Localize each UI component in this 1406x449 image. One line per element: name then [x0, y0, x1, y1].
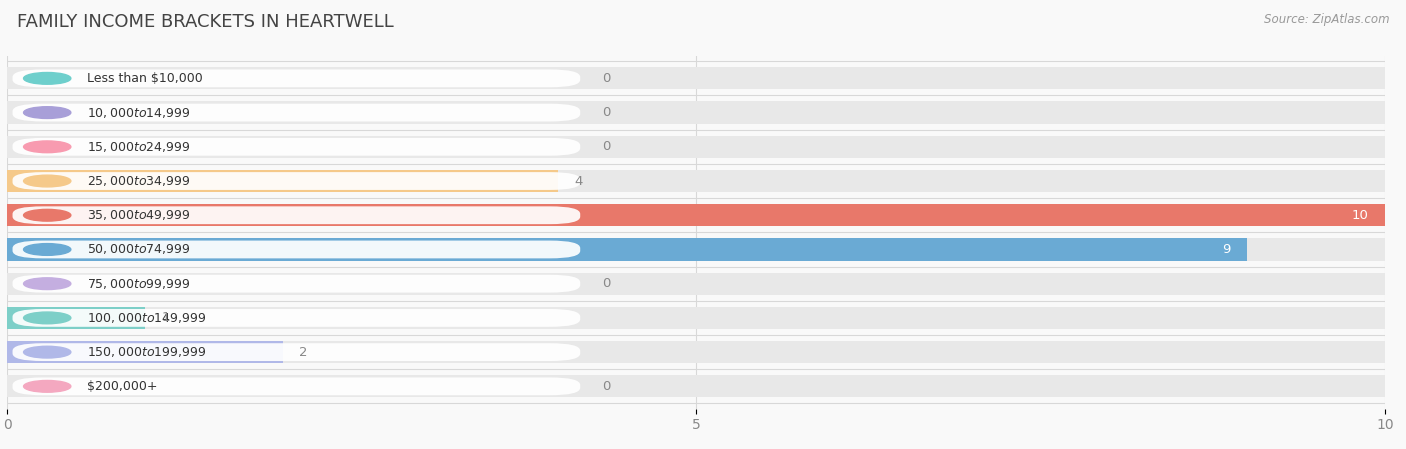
Bar [7, 170, 1385, 192]
Text: FAMILY INCOME BRACKETS IN HEARTWELL: FAMILY INCOME BRACKETS IN HEARTWELL [17, 13, 394, 31]
Text: 10: 10 [1351, 209, 1368, 222]
Circle shape [24, 278, 70, 290]
Circle shape [24, 72, 70, 84]
Circle shape [24, 346, 70, 358]
Text: 1: 1 [162, 312, 170, 325]
Circle shape [24, 380, 70, 392]
Text: $150,000 to $199,999: $150,000 to $199,999 [87, 345, 207, 359]
Text: 0: 0 [602, 106, 610, 119]
Text: 0: 0 [602, 140, 610, 153]
FancyBboxPatch shape [13, 275, 581, 293]
Text: $200,000+: $200,000+ [87, 380, 157, 393]
FancyBboxPatch shape [13, 241, 581, 258]
Text: 0: 0 [602, 277, 610, 290]
Text: $50,000 to $74,999: $50,000 to $74,999 [87, 242, 191, 256]
Bar [7, 204, 1385, 226]
Circle shape [24, 175, 70, 187]
Circle shape [24, 141, 70, 153]
Text: $100,000 to $149,999: $100,000 to $149,999 [87, 311, 207, 325]
Text: 4: 4 [575, 175, 583, 188]
Bar [7, 307, 1385, 329]
Text: 0: 0 [602, 72, 610, 85]
Circle shape [24, 107, 70, 119]
Bar [7, 204, 1385, 226]
Circle shape [24, 209, 70, 221]
FancyBboxPatch shape [13, 343, 581, 361]
Circle shape [24, 244, 70, 255]
Bar [7, 375, 1385, 397]
Bar [7, 136, 1385, 158]
FancyBboxPatch shape [13, 309, 581, 327]
Bar [7, 170, 558, 192]
Text: $35,000 to $49,999: $35,000 to $49,999 [87, 208, 191, 222]
Bar [7, 238, 1247, 260]
Bar [7, 341, 283, 363]
Text: Source: ZipAtlas.com: Source: ZipAtlas.com [1264, 13, 1389, 26]
FancyBboxPatch shape [13, 138, 581, 156]
Text: $25,000 to $34,999: $25,000 to $34,999 [87, 174, 191, 188]
FancyBboxPatch shape [13, 378, 581, 395]
Text: Less than $10,000: Less than $10,000 [87, 72, 202, 85]
Bar [7, 273, 1385, 295]
FancyBboxPatch shape [13, 70, 581, 87]
Text: 2: 2 [299, 346, 308, 359]
FancyBboxPatch shape [13, 207, 581, 224]
Bar [7, 101, 1385, 124]
Circle shape [24, 312, 70, 324]
Text: 9: 9 [1222, 243, 1230, 256]
Bar [7, 67, 1385, 89]
Text: $10,000 to $14,999: $10,000 to $14,999 [87, 106, 191, 119]
Text: $75,000 to $99,999: $75,000 to $99,999 [87, 277, 191, 291]
Bar [7, 307, 145, 329]
FancyBboxPatch shape [13, 172, 581, 190]
Text: 0: 0 [602, 380, 610, 393]
Bar [7, 341, 1385, 363]
FancyBboxPatch shape [13, 104, 581, 122]
Bar [7, 238, 1385, 260]
Text: $15,000 to $24,999: $15,000 to $24,999 [87, 140, 191, 154]
